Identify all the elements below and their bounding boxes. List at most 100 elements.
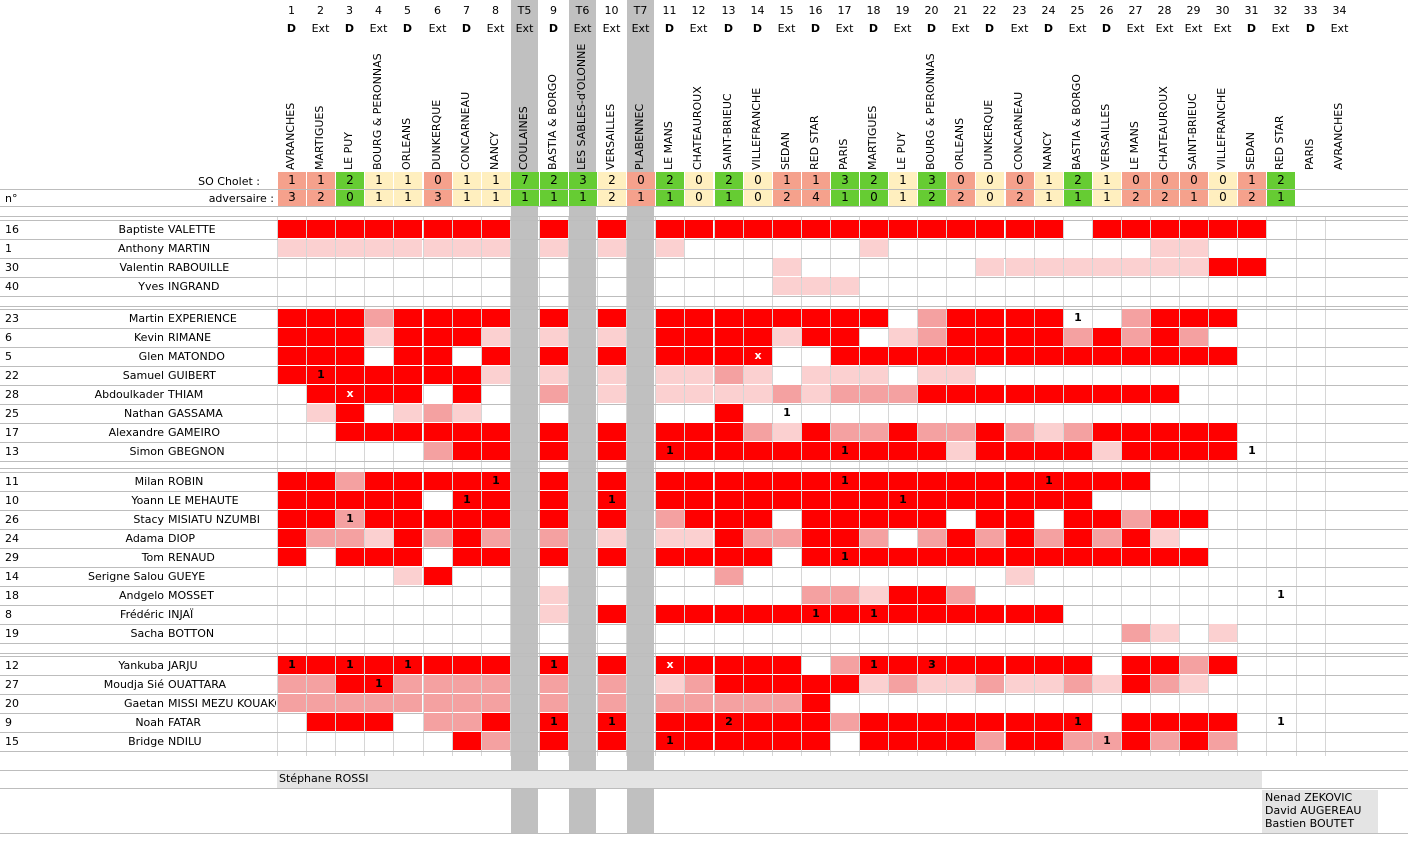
participation-cell — [598, 220, 626, 238]
opponent-name: SAINT-BRIEUC — [721, 93, 734, 170]
participation-cell — [831, 510, 859, 528]
participation-cell — [336, 404, 364, 422]
grid-hline — [0, 468, 1408, 469]
opponent-name: VILLEFRANCHE — [750, 87, 763, 170]
participation-cell — [715, 385, 743, 403]
player-first-name: Frédéric — [120, 608, 164, 621]
participation-cell — [1151, 423, 1179, 441]
opponent-name: DUNKERQUE — [430, 99, 443, 170]
match-number: 29 — [1186, 4, 1201, 17]
player-last-name: GASSAMA — [168, 407, 223, 420]
score-opponent: 0 — [744, 189, 772, 206]
participation-cell — [336, 713, 364, 731]
match-venue: Ext — [1126, 22, 1145, 35]
participation-cell — [918, 548, 946, 566]
participation-cell — [860, 347, 888, 365]
player-name: Samuel GUIBERT — [36, 367, 276, 385]
opponent-name: DUNKERQUE — [982, 99, 995, 170]
grid-hline — [0, 770, 1408, 771]
player-name: Alexandre GAMEIRO — [36, 424, 276, 442]
participation-cell — [1180, 220, 1208, 238]
participation-cell — [482, 694, 510, 712]
score-opponent: 1 — [715, 189, 743, 206]
player-first-name: Sacha — [130, 627, 164, 640]
goal-count: 1 — [540, 656, 568, 674]
participation-cell — [1006, 656, 1034, 674]
participation-cell — [1122, 624, 1150, 642]
participation-cell — [773, 605, 801, 623]
score-cholet: 0 — [744, 172, 772, 189]
grid-vline — [626, 216, 627, 756]
participation-cell — [715, 220, 743, 238]
participation-cell — [744, 423, 772, 441]
participation-cell — [860, 675, 888, 693]
participation-cell — [976, 713, 1004, 731]
player-number: 25 — [5, 407, 19, 420]
participation-cell — [685, 529, 713, 547]
match-venue: D — [461, 22, 472, 35]
participation-cell — [307, 656, 335, 674]
score-opponent: 2 — [1006, 189, 1034, 206]
participation-cell — [1122, 347, 1150, 365]
participation-cell — [1151, 239, 1179, 257]
participation-cell — [278, 548, 306, 566]
participation-cell — [656, 220, 684, 238]
grid-hline — [0, 586, 1408, 587]
grid-vline — [1034, 216, 1035, 756]
score-opponent: 1 — [394, 189, 422, 206]
participation-cell — [453, 548, 481, 566]
assistant-coach: Nenad ZEKOVIC — [1265, 791, 1353, 804]
participation-cell — [831, 529, 859, 547]
participation-cell — [1209, 442, 1237, 460]
player-last-name: FATAR — [168, 716, 202, 729]
opponent-name: BASTIA & BORGO — [546, 74, 559, 170]
player-name: Glen MATONDO — [36, 348, 276, 366]
participation-cell — [773, 220, 801, 238]
player-name: Nathan GASSAMA — [36, 405, 276, 423]
participation-cell — [394, 675, 422, 693]
participation-cell — [656, 385, 684, 403]
player-name: Gaetan MISSI MEZU KOUAKOU — [36, 695, 276, 713]
player-last-name: INJAÏ — [168, 608, 194, 621]
participation-cell — [307, 239, 335, 257]
participation-cell — [1006, 510, 1034, 528]
player-name: Serigne Salou GUEYE — [36, 568, 276, 586]
grid-vline — [684, 216, 685, 756]
goal-count: 1 — [1035, 472, 1063, 490]
participation-cell — [540, 347, 568, 365]
player-last-name: GAMEIRO — [168, 426, 221, 439]
participation-cell — [1151, 385, 1179, 403]
participation-cell — [307, 309, 335, 327]
score-cholet: 2 — [715, 172, 743, 189]
score-cholet: 1 — [365, 172, 393, 189]
player-number: 23 — [5, 312, 19, 325]
participation-cell — [860, 548, 888, 566]
score-opponent: 2 — [598, 189, 626, 206]
participation-cell — [802, 529, 830, 547]
match-venue: D — [1246, 22, 1257, 35]
participation-cell — [598, 694, 626, 712]
participation-cell — [1122, 713, 1150, 731]
participation-cell — [1093, 675, 1121, 693]
participation-cell — [424, 656, 452, 674]
participation-cell — [685, 732, 713, 750]
participation-cell — [656, 347, 684, 365]
match-venue: D — [1305, 22, 1316, 35]
score-opponent: 1 — [627, 189, 655, 206]
participation-cell — [947, 675, 975, 693]
match-venue: Ext — [777, 22, 796, 35]
opponent-name: RED STAR — [808, 115, 821, 170]
participation-cell — [744, 675, 772, 693]
participation-cell — [278, 366, 306, 384]
participation-cell — [1006, 567, 1034, 585]
participation-cell — [540, 694, 568, 712]
participation-cell — [889, 220, 917, 238]
player-number: 28 — [5, 388, 19, 401]
participation-cell — [278, 347, 306, 365]
participation-cell — [947, 347, 975, 365]
score-opponent: 1 — [1093, 189, 1121, 206]
participation-cell — [860, 385, 888, 403]
participation-cell — [976, 529, 1004, 547]
player-last-name: INGRAND — [168, 280, 220, 293]
participation-cell — [1238, 220, 1266, 238]
